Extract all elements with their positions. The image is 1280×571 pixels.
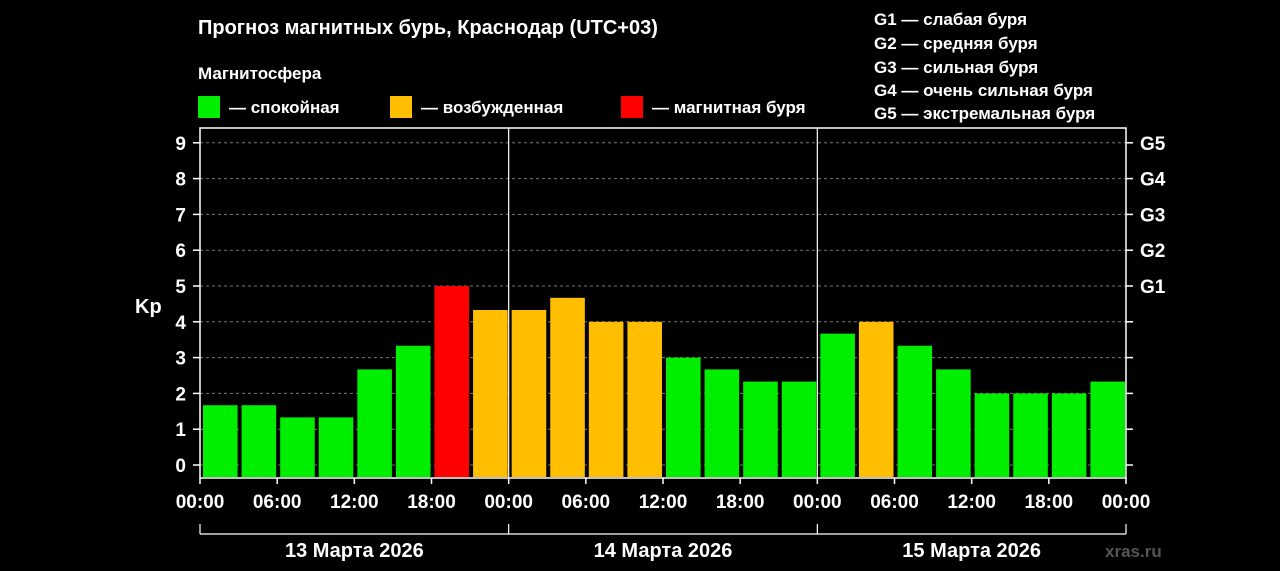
kp-bar (666, 357, 701, 477)
g-scale-g5: G5 — экстремальная буря (874, 104, 1095, 123)
kp-bar (241, 405, 277, 477)
watermark: xras.ru (1105, 542, 1162, 561)
g-tick-label: G2 (1140, 241, 1165, 262)
y-tick-label: 3 (175, 349, 186, 370)
kp-bar (203, 405, 238, 477)
kp-bar (704, 369, 740, 477)
kp-bar (473, 309, 508, 477)
x-tick-label: 18:00 (1025, 492, 1074, 513)
kp-bar (318, 417, 354, 477)
x-tick-label: 00:00 (176, 492, 225, 513)
y-tick-label: 4 (175, 313, 186, 334)
y-tick-label: 2 (175, 384, 186, 405)
y-tick-label: 9 (175, 134, 186, 155)
x-tick-label: 06:00 (870, 492, 919, 513)
kp-bar (434, 286, 470, 477)
x-tick-label: 12:00 (947, 492, 996, 513)
x-tick-label: 06:00 (253, 492, 302, 513)
x-tick-label: 18:00 (716, 492, 765, 513)
kp-bar (357, 369, 392, 477)
kp-bar (280, 417, 315, 477)
labels-layer: 0 1 2 3 4 5 6 7 8 9 G1 G2 G3 G4 G5 00:00 06:00 12:00 18:00… (175, 134, 1165, 562)
y-tick-label: 1 (175, 420, 186, 441)
y-tick-label: 0 (175, 456, 186, 477)
chart-title: Прогноз магнитных бурь, Краснодар (UTC+0… (198, 17, 658, 39)
g-tick-label: G3 (1140, 205, 1165, 226)
legend-label-active: — возбужденная (421, 98, 563, 117)
kp-bar (1013, 393, 1048, 477)
kp-bar (395, 345, 431, 477)
kp-bar (627, 321, 662, 477)
kp-bar (550, 297, 585, 477)
y-tick-label: 7 (175, 205, 186, 226)
y-tick-label: 6 (175, 241, 186, 262)
g-tick-label: G5 (1140, 134, 1166, 155)
x-tick-label: 06:00 (562, 492, 611, 513)
legend-heading: Магнитосфера (198, 64, 322, 83)
legend-swatch-active (390, 96, 412, 118)
g-scale-g3: G3 — сильная буря (874, 58, 1038, 77)
kp-bar (974, 393, 1010, 477)
x-tick-label: 00:00 (484, 492, 533, 513)
day-label: 13 Марта 2026 (285, 540, 424, 562)
x-tick-label: 18:00 (407, 492, 456, 513)
legend-swatch-quiet (198, 96, 220, 118)
g-scale-g1: G1 — слабая буря (874, 10, 1027, 29)
legend-label-storm: — магнитная буря (652, 98, 806, 117)
y-tick-label: 5 (175, 277, 186, 298)
kp-bar (743, 381, 778, 477)
kp-bar (511, 309, 547, 477)
x-tick-label: 00:00 (1102, 492, 1151, 513)
g-scale-g2: G2 — средняя буря (874, 34, 1038, 53)
legend-swatch-storm (621, 96, 643, 118)
x-tick-label: 12:00 (639, 492, 688, 513)
kp-bar (820, 333, 855, 477)
g-scale-g4: G4 — очень сильная буря (874, 81, 1093, 100)
kp-bar (897, 345, 933, 477)
y-axis-label: Kp (135, 296, 162, 318)
kp-bar (1051, 393, 1087, 477)
kp-bar (1090, 381, 1125, 477)
g-tick-label: G1 (1140, 277, 1166, 298)
day-label: 14 Марта 2026 (594, 540, 733, 562)
axes-layer (193, 127, 1133, 535)
bars-layer (203, 286, 1125, 477)
legend-label-quiet: — спокойная (229, 98, 340, 117)
grid-layer (200, 142, 1126, 466)
day-label: 15 Марта 2026 (902, 540, 1041, 562)
kp-bar (858, 321, 894, 477)
kp-bar (936, 369, 971, 477)
x-tick-label: 00:00 (793, 492, 842, 513)
x-tick-label: 12:00 (330, 492, 379, 513)
y-tick-label: 8 (175, 170, 186, 191)
g-tick-label: G4 (1140, 170, 1166, 191)
kp-bar (781, 381, 817, 477)
kp-bar (588, 321, 624, 477)
